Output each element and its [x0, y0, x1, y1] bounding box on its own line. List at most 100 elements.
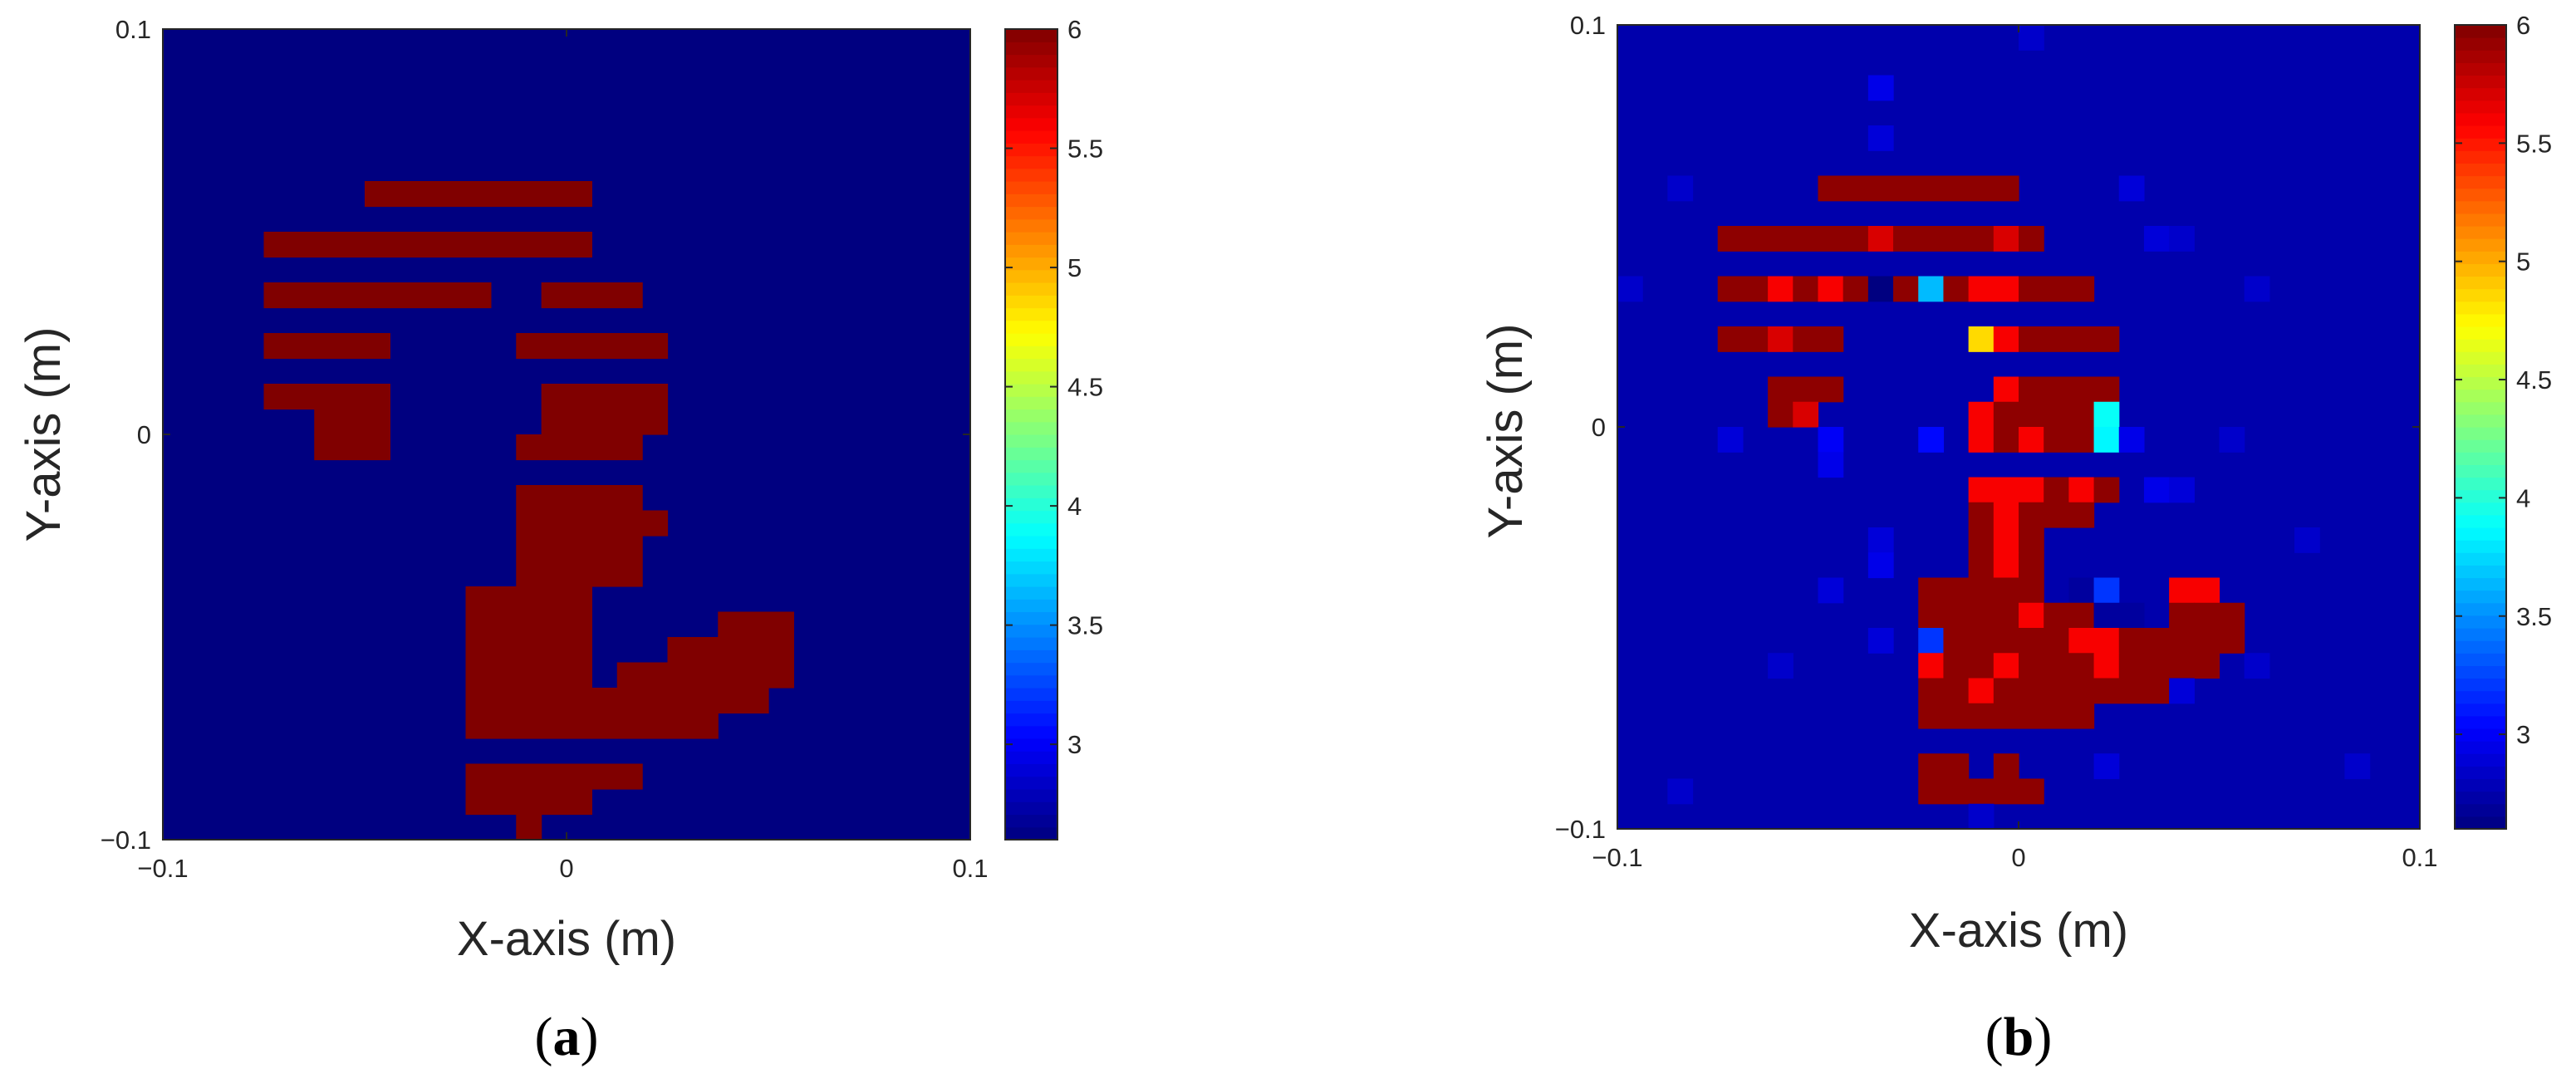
colorbar-segment [1005, 789, 1057, 802]
heatmap-cell [1793, 401, 1819, 428]
colorbar-segment [1005, 599, 1057, 613]
y-tick-label: 0.1 [1570, 11, 1606, 40]
heatmap-cell [2019, 25, 2044, 51]
colorbar-segment [2455, 577, 2506, 591]
heatmap-cell [541, 789, 567, 816]
colorbar-segment [2455, 690, 2506, 704]
heatmap-cell [1918, 628, 1945, 654]
heatmap-cell [288, 333, 315, 360]
heatmap-cell [1993, 678, 2019, 704]
heatmap-cell [591, 485, 618, 512]
heatmap-cell [490, 586, 517, 613]
colorbar-segment [2455, 464, 2506, 478]
colorbar-segment [1005, 814, 1057, 828]
heatmap-cell [2068, 401, 2095, 428]
heatmap-cell [1968, 502, 1995, 528]
heatmap-cell [1742, 276, 1769, 302]
colorbar-segment [1005, 751, 1057, 765]
heatmap-cell [2194, 602, 2220, 629]
colorbar-segment [2455, 653, 2506, 666]
colorbar-segment [1005, 409, 1057, 423]
heatmap-cell [2019, 653, 2044, 679]
heatmap-cell [2118, 628, 2145, 654]
heatmap-cell [1993, 628, 2019, 654]
colorbar-segment [1005, 333, 1057, 346]
panel-a: −0.1 0 0.1 −0.100.1 X-axis (m) Y-axis (m) … [17, 15, 1103, 1067]
heatmap-cell [642, 688, 669, 714]
heatmap-cell [1968, 527, 1995, 553]
colorbar-segment [1005, 763, 1057, 777]
colorbar-segment [2455, 590, 2506, 604]
heatmap-cell [2169, 577, 2195, 604]
heatmap-cell [1667, 175, 1694, 202]
heatmap-cell [465, 688, 492, 714]
colorbar-segment [2455, 414, 2506, 428]
colorbar-segment [1005, 358, 1057, 372]
colorbar-segment [2455, 540, 2506, 553]
heatmap-cell [567, 763, 592, 790]
heatmap-cell [2143, 678, 2170, 704]
heatmap-cell [591, 282, 618, 309]
heatmap-cell [567, 232, 592, 258]
heatmap-cell [591, 434, 618, 461]
heatmap-cell [616, 510, 643, 537]
heatmap-cell [1968, 653, 1995, 679]
y-tick-label: 0.1 [115, 15, 151, 44]
heatmap-cell [516, 688, 542, 714]
colorbar-segment [1005, 738, 1057, 752]
heatmap-cell [541, 536, 567, 562]
colorbar-segment [2455, 427, 2506, 440]
heatmap-cell [667, 662, 694, 689]
heatmap-cell [567, 510, 592, 537]
heatmap-cell [2068, 653, 2095, 679]
heatmap-cell [2118, 175, 2145, 202]
heatmap-cell [2169, 653, 2195, 679]
heatmap-cell [1943, 678, 1970, 704]
heatmap-cell [490, 662, 517, 689]
colorbar-tick-label: 6 [2516, 11, 2530, 40]
heatmap-cell [2118, 678, 2145, 704]
heatmap-cell [2068, 678, 2095, 704]
heatmap-cell [1993, 703, 2019, 729]
colorbar-segment [1005, 66, 1057, 81]
heatmap-cell [2019, 326, 2044, 352]
heatmap-cell [1842, 175, 1869, 202]
y-ticks-a: −0.1 0 0.1 [101, 15, 970, 855]
heatmap-cell [616, 409, 643, 435]
heatmap-cell [567, 586, 592, 613]
heatmap-cell [465, 181, 492, 208]
x-ticks-b: −0.1 0 0.1 [1592, 25, 2438, 872]
colorbar-segment [1005, 269, 1057, 283]
heatmap-cell [1818, 452, 1844, 478]
heatmap-cell [339, 333, 366, 360]
colorbar-segment [2455, 163, 2506, 177]
heatmap-cell [1943, 653, 1970, 679]
heatmap-cell [616, 688, 643, 714]
heatmap-cell [516, 510, 542, 537]
heatmap-cell [390, 181, 416, 208]
colorbar-segment [1005, 295, 1057, 309]
heatmap-cell [1968, 401, 1995, 428]
heatmap-cell [2068, 326, 2095, 352]
heatmap-cell [465, 713, 492, 739]
heatmap-cell [567, 611, 592, 638]
colorbar-segment [1005, 384, 1057, 397]
heatmap-cell [1968, 175, 1995, 202]
heatmap-cell [567, 789, 592, 816]
heatmap-cell [1968, 602, 1995, 629]
heatmap-cell [1968, 226, 1995, 252]
y-tick-label: 0 [1592, 413, 1606, 442]
heatmap-cell [1768, 226, 1793, 252]
colorbar-segment [2455, 87, 2506, 101]
colorbar-segment [2455, 552, 2506, 566]
heatmap-cell [288, 384, 315, 410]
heatmap-cell [2068, 477, 2095, 503]
heatmap-cell [1918, 276, 1945, 302]
heatmap-cell [1818, 427, 1844, 453]
colorbar-segment [2455, 514, 2506, 528]
heatmap-cell [1918, 678, 1945, 704]
colorbar-segment [2455, 665, 2506, 679]
heatmap-cell [516, 232, 542, 258]
heatmap-cell [718, 637, 744, 664]
heatmap-cell [2093, 401, 2120, 428]
